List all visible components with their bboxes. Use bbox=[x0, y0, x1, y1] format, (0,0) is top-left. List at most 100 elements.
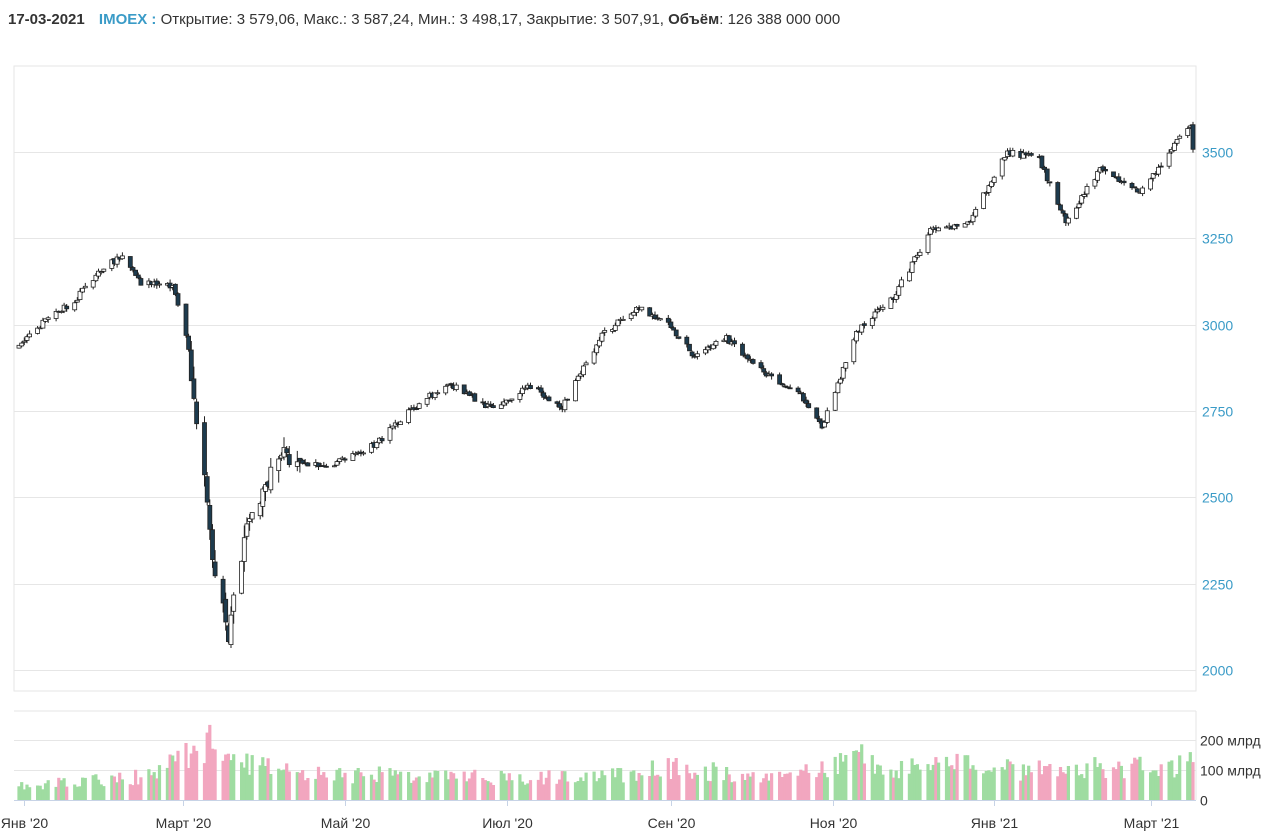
candle-body bbox=[928, 227, 933, 235]
candle-body bbox=[803, 399, 809, 404]
volume-bar bbox=[165, 767, 169, 800]
volume-bar bbox=[520, 781, 525, 800]
volume-bar bbox=[881, 774, 885, 800]
candle-body bbox=[1092, 179, 1098, 187]
volume-bar bbox=[1021, 764, 1025, 800]
candle-body bbox=[448, 383, 454, 386]
candle-body bbox=[387, 427, 393, 441]
candle-body bbox=[45, 317, 51, 320]
candle-body bbox=[1066, 217, 1071, 224]
volume-bar bbox=[1011, 764, 1015, 800]
volume-bar bbox=[481, 778, 485, 800]
volume-bar bbox=[446, 779, 450, 800]
candle-body bbox=[331, 465, 337, 468]
candle-body bbox=[843, 362, 849, 369]
candle-body bbox=[745, 354, 751, 360]
volume-bar bbox=[36, 785, 40, 800]
volume-bar bbox=[486, 781, 490, 800]
volume-bar bbox=[409, 782, 413, 800]
candle-body bbox=[814, 407, 820, 419]
candle-body bbox=[194, 401, 200, 425]
candle-body bbox=[726, 335, 732, 344]
candle-body bbox=[732, 340, 737, 345]
volume-bar bbox=[507, 773, 511, 800]
candle-body bbox=[1132, 186, 1138, 189]
candle-body bbox=[835, 382, 841, 394]
volume-bar bbox=[852, 751, 856, 800]
candle-body bbox=[991, 176, 997, 183]
volume-bar bbox=[807, 772, 811, 800]
candle-body bbox=[157, 283, 162, 286]
high-label: Макс.: bbox=[303, 11, 348, 28]
candle-body bbox=[35, 327, 40, 334]
candle-body bbox=[461, 384, 467, 395]
volume-bar bbox=[134, 769, 138, 800]
candle-body bbox=[665, 317, 671, 323]
candle-body bbox=[631, 311, 637, 316]
x-tick-label: Янв '21 bbox=[971, 815, 1019, 831]
candle-body bbox=[93, 274, 99, 282]
volume-bar bbox=[306, 778, 310, 800]
candle-body bbox=[43, 318, 48, 322]
volume-bar bbox=[340, 777, 344, 800]
volume-bar bbox=[952, 769, 957, 800]
candle-body bbox=[546, 396, 552, 402]
volume-bar bbox=[120, 779, 124, 800]
close-label: Закрытие: bbox=[526, 11, 598, 28]
volume-bar bbox=[128, 784, 132, 800]
volume-bar bbox=[356, 768, 360, 800]
volume-bar bbox=[672, 761, 676, 800]
x-tick-label: Ноя '20 bbox=[810, 815, 858, 831]
volume-bar bbox=[709, 781, 713, 800]
volume-bar bbox=[17, 786, 21, 800]
volume-bar bbox=[597, 778, 601, 800]
candle-body bbox=[989, 181, 994, 187]
candle-body bbox=[965, 221, 971, 225]
volume-bar bbox=[388, 768, 392, 800]
candle-body bbox=[398, 421, 404, 425]
candle-body bbox=[77, 290, 83, 300]
volume-bar bbox=[992, 767, 996, 800]
volume-bar bbox=[915, 764, 919, 800]
volume-bar bbox=[505, 780, 509, 800]
volume-bar bbox=[147, 769, 151, 800]
candle-body bbox=[135, 274, 141, 279]
volume-bar bbox=[65, 786, 69, 800]
volume-bar bbox=[907, 773, 911, 800]
candle-body bbox=[1021, 152, 1026, 159]
volume-bar bbox=[1175, 774, 1179, 800]
volume-bar bbox=[1122, 778, 1126, 800]
candle-body bbox=[133, 269, 139, 276]
candle-body bbox=[268, 466, 274, 491]
volume-bar bbox=[560, 771, 564, 800]
candle-body bbox=[127, 256, 133, 268]
volume-bar bbox=[465, 781, 469, 800]
volume-bar bbox=[171, 755, 175, 800]
volume-bar bbox=[375, 782, 379, 800]
volume-bar bbox=[891, 777, 896, 800]
candle-body bbox=[909, 261, 915, 273]
volume-bar bbox=[28, 787, 32, 800]
volume-bar bbox=[277, 768, 281, 800]
candle-body bbox=[602, 329, 608, 333]
volume-bar bbox=[96, 779, 101, 800]
candle-body bbox=[583, 362, 589, 366]
volume-bar bbox=[950, 765, 954, 800]
volume-bar bbox=[966, 755, 970, 800]
volume-bar bbox=[788, 772, 792, 800]
volume-bar bbox=[155, 778, 159, 800]
candle-body bbox=[361, 452, 366, 455]
candle-body bbox=[915, 254, 920, 258]
candle-body bbox=[703, 349, 708, 354]
volume-bar bbox=[666, 758, 670, 800]
candle-body bbox=[973, 208, 979, 217]
volume-bar bbox=[425, 782, 429, 800]
y-tick-label: 2500 bbox=[1202, 490, 1233, 506]
volume-bar bbox=[634, 780, 639, 800]
volume-bar bbox=[1066, 766, 1070, 800]
candle-body bbox=[467, 391, 472, 396]
volume-bar bbox=[1048, 764, 1052, 800]
volume-bar bbox=[1043, 766, 1047, 800]
candle-body bbox=[16, 344, 22, 349]
